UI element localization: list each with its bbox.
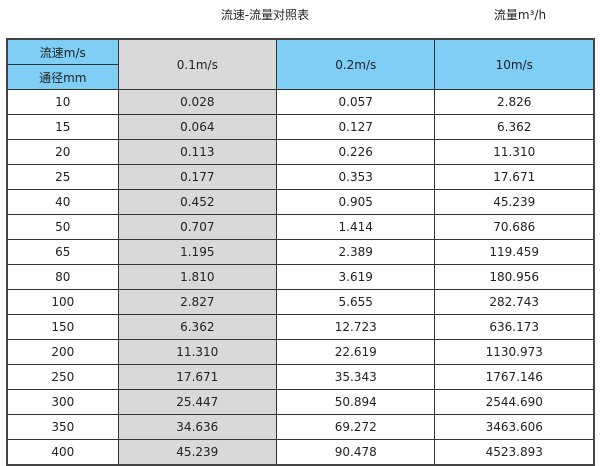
flow-cell: 3.619	[276, 264, 436, 290]
flow-table: 流速m/s 0.1m/s 0.2m/s 10m/s 通径mm 10 0.028 0.…	[6, 38, 595, 466]
flow-cell: 6.362	[434, 114, 595, 140]
flow-cell: 0.028	[117, 89, 278, 115]
flow-cell: 119.459	[434, 239, 595, 265]
table-row: 50 0.707 1.414 70.686	[6, 214, 595, 240]
table-row: 15 0.064 0.127 6.362	[6, 114, 595, 140]
flow-cell: 636.173	[434, 314, 595, 340]
table-row: 250 17.671 35.343 1767.146	[6, 364, 595, 390]
flow-cell: 1767.146	[434, 364, 595, 390]
table-title: 流速-流量对照表	[220, 8, 310, 22]
flow-cell: 45.239	[117, 439, 278, 466]
diameter-cell: 40	[6, 189, 119, 215]
diameter-cell: 300	[6, 389, 119, 415]
flow-cell: 12.723	[276, 314, 436, 340]
flow-cell: 0.057	[276, 89, 436, 115]
diameter-cell: 400	[6, 439, 119, 466]
flow-cell: 1.195	[117, 239, 278, 265]
flow-cell: 11.310	[434, 139, 595, 165]
table-row: 40 0.452 0.905 45.239	[6, 189, 595, 215]
diameter-cell: 80	[6, 264, 119, 290]
flow-cell: 17.671	[434, 164, 595, 190]
diameter-cell: 200	[6, 339, 119, 365]
diameter-cell: 150	[6, 314, 119, 340]
flow-cell: 0.177	[117, 164, 278, 190]
diameter-cell: 65	[6, 239, 119, 265]
flow-cell: 1130.973	[434, 339, 595, 365]
diameter-header: 通径mm	[6, 64, 119, 90]
flow-cell: 5.655	[276, 289, 436, 315]
flow-cell: 0.452	[117, 189, 278, 215]
flow-cell: 6.362	[117, 314, 278, 340]
table-row: 65 1.195 2.389 119.459	[6, 239, 595, 265]
flow-cell: 34.636	[117, 414, 278, 440]
table-row: 80 1.810 3.619 180.956	[6, 264, 595, 290]
unit-note: 流量m³/h	[493, 8, 547, 22]
flow-cell: 35.343	[276, 364, 436, 390]
flow-cell: 0.905	[276, 189, 436, 215]
column-header: 0.1m/s	[117, 38, 278, 90]
flow-cell: 3463.606	[434, 414, 595, 440]
flow-cell: 0.064	[117, 114, 278, 140]
flow-cell: 2.827	[117, 289, 278, 315]
flow-cell: 1.810	[117, 264, 278, 290]
diameter-cell: 100	[6, 289, 119, 315]
flow-cell: 2544.690	[434, 389, 595, 415]
diameter-cell: 20	[6, 139, 119, 165]
flow-cell: 0.127	[276, 114, 436, 140]
flow-cell: 22.619	[276, 339, 436, 365]
flow-cell: 0.353	[276, 164, 436, 190]
table-row: 25 0.177 0.353 17.671	[6, 164, 595, 190]
velocity-header: 流速m/s	[6, 38, 119, 65]
table-row: 400 45.239 90.478 4523.893	[6, 439, 595, 466]
flow-cell: 50.894	[276, 389, 436, 415]
flow-cell: 0.113	[117, 139, 278, 165]
flow-cell: 0.226	[276, 139, 436, 165]
diameter-cell: 15	[6, 114, 119, 140]
diameter-cell: 25	[6, 164, 119, 190]
flow-cell: 45.239	[434, 189, 595, 215]
flow-cell: 4523.893	[434, 439, 595, 466]
diameter-cell: 10	[6, 89, 119, 115]
flow-cell: 69.272	[276, 414, 436, 440]
flow-cell: 0.707	[117, 214, 278, 240]
flow-cell: 90.478	[276, 439, 436, 466]
diameter-cell: 50	[6, 214, 119, 240]
header-row: 流速m/s 0.1m/s 0.2m/s 10m/s	[6, 38, 595, 90]
table-row: 100 2.827 5.655 282.743	[6, 289, 595, 315]
flow-cell: 282.743	[434, 289, 595, 315]
flow-cell: 17.671	[117, 364, 278, 390]
table-row: 350 34.636 69.272 3463.606	[6, 414, 595, 440]
column-header: 0.2m/s	[276, 38, 436, 90]
flow-cell: 2.826	[434, 89, 595, 115]
table-row: 20 0.113 0.226 11.310	[6, 139, 595, 165]
table-row: 300 25.447 50.894 2544.690	[6, 389, 595, 415]
table-row: 200 11.310 22.619 1130.973	[6, 339, 595, 365]
flow-cell: 11.310	[117, 339, 278, 365]
header-row: 通径mm	[6, 64, 594, 90]
column-header: 10m/s	[434, 38, 595, 90]
flow-cell: 1.414	[276, 214, 436, 240]
table-row: 150 6.362 12.723 636.173	[6, 314, 595, 340]
flow-cell: 25.447	[117, 389, 278, 415]
flow-cell: 70.686	[434, 214, 595, 240]
diameter-cell: 250	[6, 364, 119, 390]
table-row: 10 0.028 0.057 2.826	[6, 89, 595, 115]
diameter-cell: 350	[6, 414, 119, 440]
flow-cell: 2.389	[276, 239, 436, 265]
flow-cell: 180.956	[434, 264, 595, 290]
